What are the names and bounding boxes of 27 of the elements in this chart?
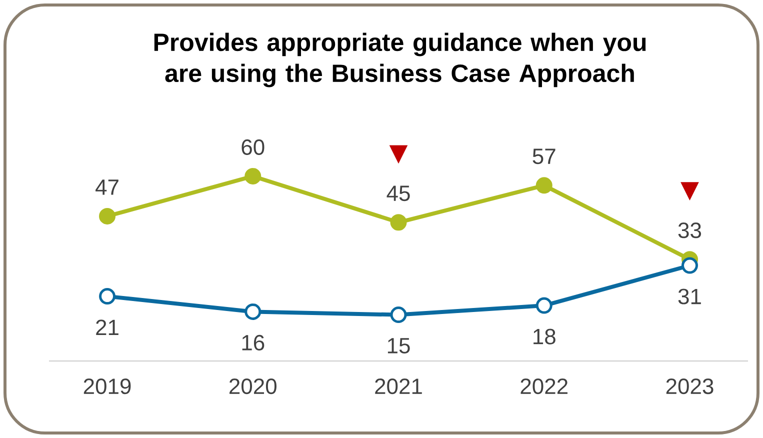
point	[99, 208, 116, 224]
data-label: 18	[534, 328, 556, 344]
point	[681, 257, 698, 274]
data-label: 47	[96, 180, 118, 195]
x-tick-label: 2023	[666, 378, 714, 394]
annotation: ▼	[680, 182, 699, 201]
x-tick-label: 2019	[84, 378, 131, 394]
point	[244, 303, 262, 320]
point	[244, 168, 262, 184]
point	[390, 214, 407, 231]
point	[99, 288, 116, 305]
x-tick-label: 2020	[230, 378, 276, 394]
data-label: 16	[242, 334, 264, 350]
chart-title: Provides appropriate guidance when you are using the Business Case Approach	[154, 32, 646, 88]
point	[390, 306, 407, 324]
data-label: 33	[678, 222, 702, 238]
point	[536, 177, 552, 194]
x-tick-label: 2022	[520, 378, 568, 394]
data-label: 21	[96, 320, 118, 335]
data-label: 60	[242, 139, 264, 155]
data-label: 31	[678, 288, 701, 304]
data-label: 15	[388, 338, 410, 354]
data-label: 45	[386, 186, 410, 202]
x-tick-label: 2021	[375, 378, 422, 394]
annotation: ▼	[389, 145, 408, 164]
data-label: 57	[532, 148, 556, 164]
point	[536, 297, 552, 314]
